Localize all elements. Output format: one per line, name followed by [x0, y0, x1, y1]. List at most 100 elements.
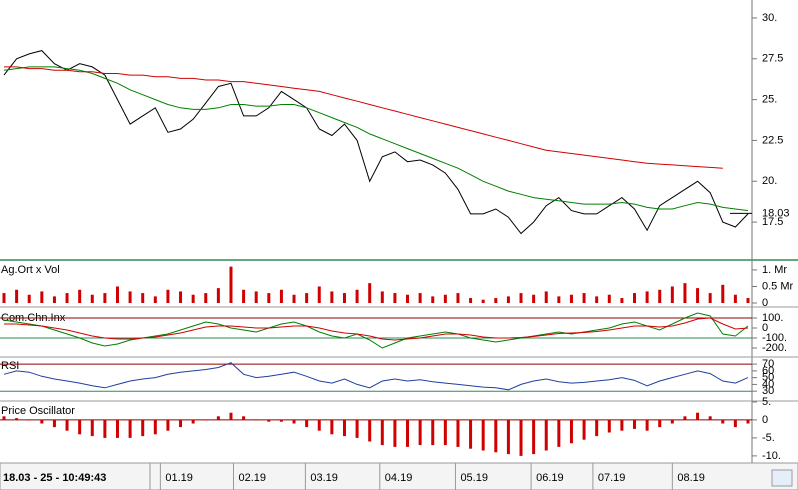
bar	[191, 294, 195, 303]
bar	[254, 419, 258, 421]
bar	[658, 289, 662, 303]
bar	[506, 419, 510, 455]
bar	[204, 419, 208, 421]
bar	[267, 419, 271, 422]
bar	[191, 419, 195, 424]
bar	[456, 419, 460, 447]
bar	[569, 419, 573, 444]
bar	[115, 286, 119, 303]
bar	[52, 419, 56, 428]
y-tick-label: 40	[762, 378, 774, 390]
bar	[40, 291, 44, 303]
bar	[242, 416, 246, 420]
bar	[317, 286, 321, 303]
bar	[342, 419, 346, 437]
bar	[696, 412, 700, 420]
y-tick-label: -100.	[762, 332, 787, 344]
bar	[166, 289, 170, 303]
bar	[733, 294, 737, 303]
y-tick-label: 20.	[762, 175, 777, 187]
y-tick-label: 30.	[762, 12, 777, 24]
y-tick-label: 5.	[762, 396, 771, 408]
bar	[153, 419, 157, 435]
bar	[254, 291, 258, 303]
bar	[15, 418, 19, 420]
y-tick-label: -10.	[762, 450, 781, 462]
bar	[519, 419, 523, 456]
series-line	[3, 66, 749, 212]
bar	[708, 416, 712, 420]
bar	[368, 283, 372, 303]
bar	[380, 419, 384, 446]
bar	[305, 419, 309, 428]
bar	[141, 293, 145, 303]
panel-title: RSI	[1, 360, 19, 372]
bar	[481, 419, 485, 451]
bar	[90, 419, 94, 437]
bar	[494, 419, 498, 453]
bar	[418, 293, 422, 303]
panel-title: Ag.Ort x Vol	[1, 264, 60, 276]
bar	[469, 419, 473, 449]
bar	[368, 419, 372, 442]
bar	[683, 283, 687, 303]
x-tick-label: 08.19	[677, 472, 705, 484]
bar	[330, 291, 334, 303]
bar	[393, 419, 397, 447]
bar	[317, 419, 321, 431]
x-tick-label: 06.19	[536, 472, 564, 484]
bar	[620, 298, 624, 303]
status-bar	[0, 462, 798, 490]
bar	[443, 294, 447, 303]
bar	[532, 294, 536, 303]
bar	[355, 289, 359, 303]
bar	[645, 419, 649, 431]
x-tick-label: 03.19	[310, 472, 338, 484]
y-tick-label: 30	[762, 385, 774, 397]
y-tick-label: 0.5 Mr	[762, 280, 794, 292]
bar	[431, 419, 435, 446]
bar	[443, 419, 447, 446]
series-line	[4, 66, 723, 169]
panel-title: Price Oscillator	[1, 405, 75, 417]
bar	[292, 419, 296, 424]
y-tick-label: 0	[762, 322, 768, 334]
series-line	[3, 312, 749, 349]
y-tick-label: 22.5	[762, 134, 783, 146]
y-tick-label: 100.	[762, 312, 783, 324]
bar	[406, 294, 410, 303]
y-tick-label: 1. Mr	[762, 264, 787, 276]
bar	[607, 419, 611, 433]
bar	[519, 293, 523, 303]
bar	[393, 293, 397, 303]
bar	[532, 419, 536, 455]
y-tick-label: -200.	[762, 342, 787, 354]
bar	[204, 293, 208, 303]
series-line	[3, 50, 749, 235]
series-line	[4, 317, 749, 341]
y-tick-label: 0	[762, 414, 768, 426]
last-price-label: 18.03	[762, 207, 790, 219]
bar	[620, 419, 624, 431]
x-tick-label: 07.19	[598, 472, 626, 484]
bar	[683, 416, 687, 420]
bar	[242, 289, 246, 303]
bar	[469, 298, 473, 303]
bar	[658, 419, 662, 428]
y-tick-label: 50	[762, 372, 774, 384]
bar	[103, 419, 107, 438]
bar	[431, 296, 435, 303]
bar	[696, 288, 700, 303]
bar	[128, 419, 132, 438]
bar	[633, 419, 637, 429]
bar	[2, 293, 6, 303]
series-line	[3, 362, 749, 391]
bar	[670, 286, 674, 303]
settings-icon[interactable]	[771, 469, 793, 487]
bar	[65, 419, 69, 431]
bar	[544, 291, 548, 303]
y-tick-label: 70	[762, 358, 774, 370]
bar	[78, 289, 82, 303]
